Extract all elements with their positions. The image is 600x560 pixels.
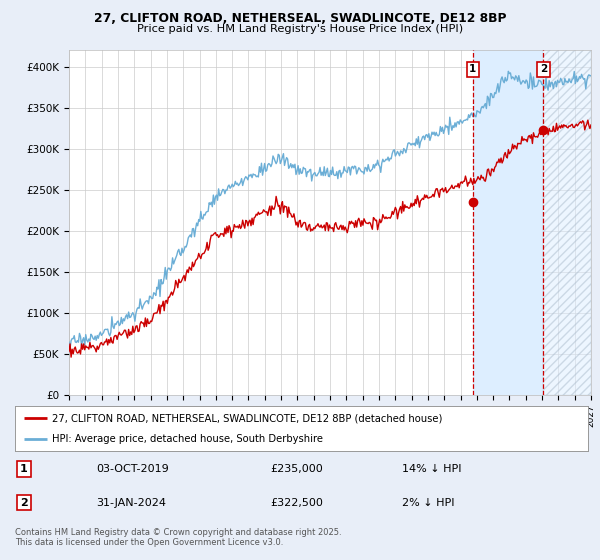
Bar (473, 50, 544, 395)
Text: 03-OCT-2019: 03-OCT-2019 (96, 464, 169, 474)
Text: 27, CLIFTON ROAD, NETHERSEAL, SWADLINCOTE, DE12 8BP: 27, CLIFTON ROAD, NETHERSEAL, SWADLINCOT… (94, 12, 506, 25)
Text: 1: 1 (469, 64, 476, 74)
Text: 31-JAN-2024: 31-JAN-2024 (96, 498, 166, 507)
Text: Price paid vs. HM Land Registry's House Price Index (HPI): Price paid vs. HM Land Registry's House … (137, 24, 463, 34)
Text: 27, CLIFTON ROAD, NETHERSEAL, SWADLINCOTE, DE12 8BP (detached house): 27, CLIFTON ROAD, NETHERSEAL, SWADLINCOT… (52, 413, 443, 423)
Bar (544, 50, 591, 395)
Text: 2% ↓ HPI: 2% ↓ HPI (402, 498, 455, 507)
Text: £322,500: £322,500 (270, 498, 323, 507)
Text: 14% ↓ HPI: 14% ↓ HPI (402, 464, 461, 474)
Text: 1: 1 (20, 464, 28, 474)
Text: 2: 2 (540, 64, 547, 74)
Text: £235,000: £235,000 (270, 464, 323, 474)
Bar (544, 50, 591, 395)
Text: HPI: Average price, detached house, South Derbyshire: HPI: Average price, detached house, Sout… (52, 433, 323, 444)
Text: Contains HM Land Registry data © Crown copyright and database right 2025.
This d: Contains HM Land Registry data © Crown c… (15, 528, 341, 547)
Text: 2: 2 (20, 498, 28, 507)
